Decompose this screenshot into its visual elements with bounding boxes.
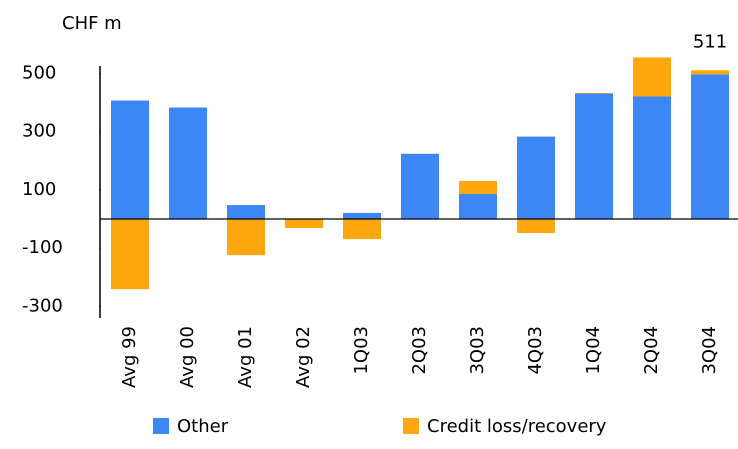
bar-segment [459, 193, 497, 220]
y-tick-label: 300 [22, 121, 56, 142]
bar-segment [169, 107, 207, 220]
x-tick-label: 3Q03 [467, 326, 488, 375]
legend-swatch [403, 418, 419, 434]
x-tick-label: 2Q03 [409, 326, 430, 375]
x-tick-label: Avg 99 [119, 326, 140, 388]
bar-segment [575, 93, 613, 220]
bar-segment [343, 212, 381, 220]
x-tick-label: Avg 01 [235, 326, 256, 388]
bar-segment [517, 219, 555, 233]
bar-segment [227, 205, 265, 220]
bar-segment [343, 219, 381, 240]
bar-segment [459, 180, 497, 194]
bar-segment [227, 219, 265, 256]
x-tick-label: 4Q03 [525, 326, 546, 375]
legend-swatch [153, 418, 169, 434]
bar-segment [691, 70, 729, 75]
y-axis-label: CHF m [62, 13, 122, 34]
x-tick-label: 1Q04 [583, 326, 604, 375]
bar-segment [517, 136, 555, 220]
bar-segment [633, 96, 671, 220]
annotation: 511 [693, 31, 727, 52]
bar-segment [691, 74, 729, 220]
bar-segment [633, 57, 671, 97]
legend-label: Other [177, 416, 229, 437]
x-tick-label: 1Q03 [351, 326, 372, 375]
bar-segment [285, 219, 323, 229]
bar-segment [401, 153, 439, 220]
x-tick-label: Avg 02 [293, 326, 314, 388]
x-tick-label: Avg 00 [177, 326, 198, 388]
x-tick-label: 2Q04 [641, 326, 662, 375]
legend-label: Credit loss/recovery [427, 416, 607, 437]
y-tick-label: 500 [22, 62, 56, 83]
y-tick-label: -100 [22, 237, 63, 258]
bar-segment [575, 92, 613, 94]
bar-segment [111, 100, 149, 220]
y-tick-label: -300 [22, 295, 63, 316]
bar-segment [111, 219, 149, 290]
x-tick-label: 3Q04 [699, 326, 720, 375]
y-tick-label: 100 [22, 179, 56, 200]
